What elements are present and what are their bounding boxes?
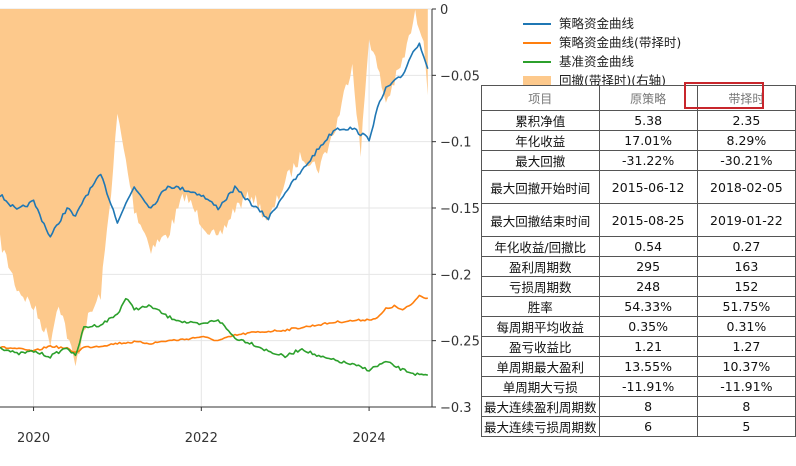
metric-name: 年化收益	[481, 130, 600, 151]
series-lines	[0, 42, 429, 376]
metric-original: 2015-08-25	[598, 203, 698, 237]
legend-swatch-timing	[523, 41, 551, 44]
metric-timing: 0.27	[696, 236, 796, 257]
metric-original: 13.55%	[598, 356, 698, 377]
table-row: 年化收益/回撤比 0.54 0.27	[481, 236, 796, 257]
axes: 0 −0.05 −0.1 −0.15 −0.2 −0.25 −0.3 2020 2022 2024	[0, 3, 480, 446]
stats-table: 项目 原策略 带择时 累积净值 5.38 2.35 年化收益 17.01% 8.29% 最大…	[481, 85, 796, 437]
table-row: 最大回撤 -31.22% -30.21%	[481, 150, 796, 171]
metric-timing: 8	[696, 396, 796, 417]
metric-original: 295	[598, 256, 698, 277]
metric-timing: 152	[696, 276, 796, 297]
table-row: 盈亏收益比 1.21 1.27	[481, 336, 796, 357]
y-tick-label: −0.2	[440, 268, 472, 283]
legend-label-timing: 策略资金曲线(带择时)	[559, 35, 682, 50]
table-row: 最大回撤开始时间 2015-06-12 2018-02-05	[481, 170, 796, 204]
metric-name: 盈利周期数	[481, 256, 600, 277]
table-row: 盈利周期数 295 163	[481, 256, 796, 277]
metric-name: 最大连续盈利周期数	[481, 396, 600, 417]
table-row: 最大连续亏损周期数 6 5	[481, 416, 796, 437]
metric-original: 8	[598, 396, 698, 417]
table-row: 胜率 54.33% 51.75%	[481, 296, 796, 317]
metric-name: 最大连续亏损周期数	[481, 416, 600, 437]
header-original: 原策略	[598, 85, 698, 111]
metric-original: 17.01%	[598, 130, 698, 151]
metric-original: 6	[598, 416, 698, 437]
table-row: 每周期平均收益 0.35% 0.31%	[481, 316, 796, 337]
y-tick-label: −0.1	[440, 136, 472, 151]
metric-name: 每周期平均收益	[481, 316, 600, 337]
y-tick-label: −0.15	[440, 202, 480, 217]
table-header-row: 项目 原策略 带择时	[481, 85, 796, 111]
table-row: 单周期最大盈利 13.55% 10.37%	[481, 356, 796, 377]
series-line-benchmark	[0, 297, 429, 376]
metric-timing: 163	[696, 256, 796, 277]
metric-timing: -11.91%	[696, 376, 796, 397]
series-line-strategy	[0, 42, 429, 238]
y-tick-label: −0.05	[440, 69, 480, 84]
metric-timing: 0.31%	[696, 316, 796, 337]
x-tick-label: 2022	[185, 431, 218, 446]
metric-name: 单周期大亏损	[481, 376, 600, 397]
metric-original: 54.33%	[598, 296, 698, 317]
metric-timing: 2018-02-05	[696, 170, 796, 204]
metric-original: 0.35%	[598, 316, 698, 337]
metric-timing: 5	[696, 416, 796, 437]
legend-label-strategy: 策略资金曲线	[559, 16, 635, 31]
table-row: 最大回撤结束时间 2015-08-25 2019-01-22	[481, 203, 796, 237]
metric-name: 最大回撤	[481, 150, 600, 171]
legend-item-strategy: 策略资金曲线	[523, 14, 681, 33]
y-tick-label: 0	[440, 3, 448, 18]
metric-name: 单周期最大盈利	[481, 356, 600, 377]
metric-name: 累积净值	[481, 110, 600, 131]
metric-original: -11.91%	[598, 376, 698, 397]
legend-swatch-strategy	[523, 22, 551, 25]
y-tick-label: −0.25	[440, 335, 480, 350]
metric-name: 盈亏收益比	[481, 336, 600, 357]
highlight-box	[684, 82, 764, 109]
metric-original: -31.22%	[598, 150, 698, 171]
metric-timing: 51.75%	[696, 296, 796, 317]
metric-original: 0.54	[598, 236, 698, 257]
metric-timing: 8.29%	[696, 130, 796, 151]
legend-label-benchmark: 基准资金曲线	[559, 54, 635, 69]
metric-name: 年化收益/回撤比	[481, 236, 600, 257]
header-item: 项目	[481, 85, 600, 111]
metric-timing: 1.27	[696, 336, 796, 357]
y-tick-label: −0.3	[440, 401, 472, 416]
legend-label-drawdown: 回撤(带择时)(右轴)	[559, 73, 667, 88]
metric-original: 248	[598, 276, 698, 297]
table-row: 最大连续盈利周期数 8 8	[481, 396, 796, 417]
x-tick-label: 2024	[353, 431, 386, 446]
legend-item-timing: 策略资金曲线(带择时)	[523, 33, 681, 52]
metric-name: 亏损周期数	[481, 276, 600, 297]
legend-item-benchmark: 基准资金曲线	[523, 52, 681, 71]
series-line-timing	[0, 294, 428, 353]
table-body: 累积净值 5.38 2.35 年化收益 17.01% 8.29% 最大回撤 -31.22% -3…	[481, 110, 796, 437]
metric-original: 5.38	[598, 110, 698, 131]
legend-swatch-benchmark	[523, 60, 551, 63]
table-row: 单周期大亏损 -11.91% -11.91%	[481, 376, 796, 397]
metric-original: 2015-06-12	[598, 170, 698, 204]
metric-name: 最大回撤结束时间	[481, 203, 600, 237]
metric-timing: 2019-01-22	[696, 203, 796, 237]
legend: 策略资金曲线 策略资金曲线(带择时) 基准资金曲线 回撤(带择时)(右轴)	[523, 14, 681, 90]
table-row: 亏损周期数 248 152	[481, 276, 796, 297]
legend-swatch-drawdown	[523, 75, 551, 86]
table-row: 年化收益 17.01% 8.29%	[481, 130, 796, 151]
metric-timing: 10.37%	[696, 356, 796, 377]
metric-name: 最大回撤开始时间	[481, 170, 600, 204]
metric-timing: -30.21%	[696, 150, 796, 171]
table-row: 累积净值 5.38 2.35	[481, 110, 796, 131]
drawdown-fill	[0, 9, 428, 367]
legend-item-drawdown: 回撤(带择时)(右轴)	[523, 71, 681, 90]
drawdown-area	[0, 9, 428, 367]
metric-timing: 2.35	[696, 110, 796, 131]
metric-original: 1.21	[598, 336, 698, 357]
x-tick-label: 2020	[17, 431, 50, 446]
metric-name: 胜率	[481, 296, 600, 317]
